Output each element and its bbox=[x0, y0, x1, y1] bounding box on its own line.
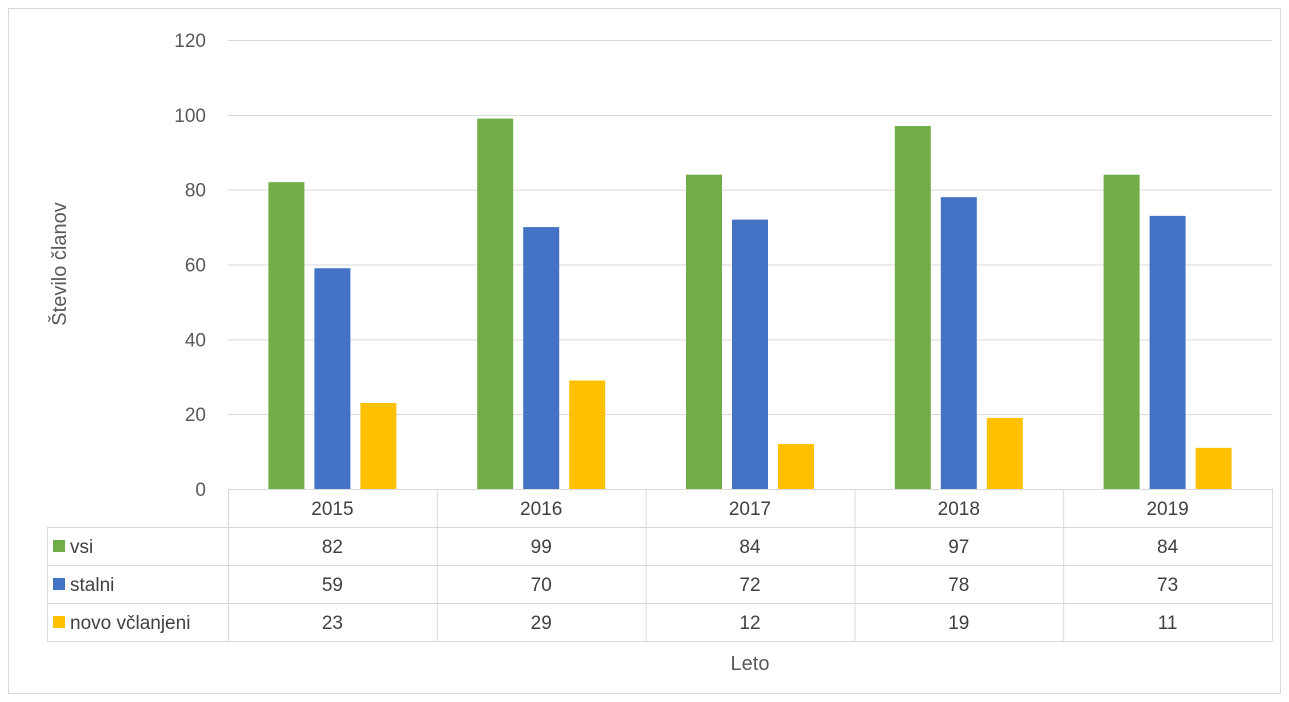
data-label: 11 bbox=[1158, 613, 1178, 634]
legend-key bbox=[53, 540, 65, 552]
y-tick-label: 100 bbox=[174, 106, 206, 127]
data-label: 84 bbox=[1157, 537, 1179, 558]
x-tick-label: 2016 bbox=[520, 499, 562, 520]
legend-label: novo včlanjeni bbox=[70, 613, 190, 634]
bar bbox=[1195, 447, 1232, 489]
y-tick-label: 40 bbox=[185, 330, 206, 351]
bar bbox=[778, 444, 814, 489]
y-tick-label: 0 bbox=[195, 480, 206, 501]
data-label: 19 bbox=[948, 613, 969, 634]
x-axis-title: Leto bbox=[731, 653, 770, 675]
data-label: 72 bbox=[739, 575, 760, 596]
bar bbox=[360, 402, 397, 489]
data-label: 59 bbox=[322, 575, 343, 596]
x-tick-label: 2017 bbox=[729, 499, 771, 520]
bars bbox=[268, 118, 1232, 490]
data-table: 2015 2016 2017 2018 2019 vsi 82 99 84 97 84 stalni 5… bbox=[47, 489, 1273, 642]
bar bbox=[686, 174, 722, 489]
y-tick-label: 20 bbox=[185, 405, 206, 426]
y-axis-title: Število članov bbox=[48, 202, 71, 325]
data-label: 97 bbox=[948, 537, 969, 558]
y-tick-label: 120 bbox=[174, 31, 206, 52]
legend-label: vsi bbox=[70, 537, 93, 558]
legend-key bbox=[53, 578, 65, 590]
data-label: 23 bbox=[322, 613, 343, 634]
legend-label: stalni bbox=[70, 575, 114, 596]
chart-frame bbox=[8, 8, 1281, 694]
data-label: 70 bbox=[531, 575, 552, 596]
data-label: 12 bbox=[739, 613, 760, 634]
bar bbox=[894, 126, 931, 489]
bar bbox=[569, 380, 606, 489]
axis-labels: 0 20 40 60 80 100 120 bbox=[174, 31, 206, 501]
bar bbox=[732, 219, 768, 489]
bar bbox=[1103, 174, 1140, 489]
bar bbox=[314, 268, 351, 489]
x-tick-label: 2018 bbox=[938, 499, 980, 520]
bar bbox=[1149, 215, 1186, 489]
bar bbox=[268, 182, 305, 489]
bar bbox=[986, 417, 1023, 489]
x-tick-label: 2019 bbox=[1146, 499, 1188, 520]
y-tick-label: 80 bbox=[185, 181, 206, 202]
y-tick-label: 60 bbox=[185, 256, 206, 277]
data-label: 82 bbox=[322, 537, 343, 558]
x-tick-label: 2015 bbox=[311, 499, 353, 520]
data-label: 78 bbox=[948, 575, 969, 596]
bar bbox=[477, 118, 514, 489]
bar bbox=[523, 227, 560, 490]
legend-key bbox=[53, 616, 65, 628]
data-label: 29 bbox=[531, 613, 552, 634]
data-label: 73 bbox=[1157, 575, 1178, 596]
bar bbox=[940, 197, 977, 489]
data-label: 99 bbox=[531, 537, 552, 558]
data-label: 84 bbox=[739, 537, 761, 558]
